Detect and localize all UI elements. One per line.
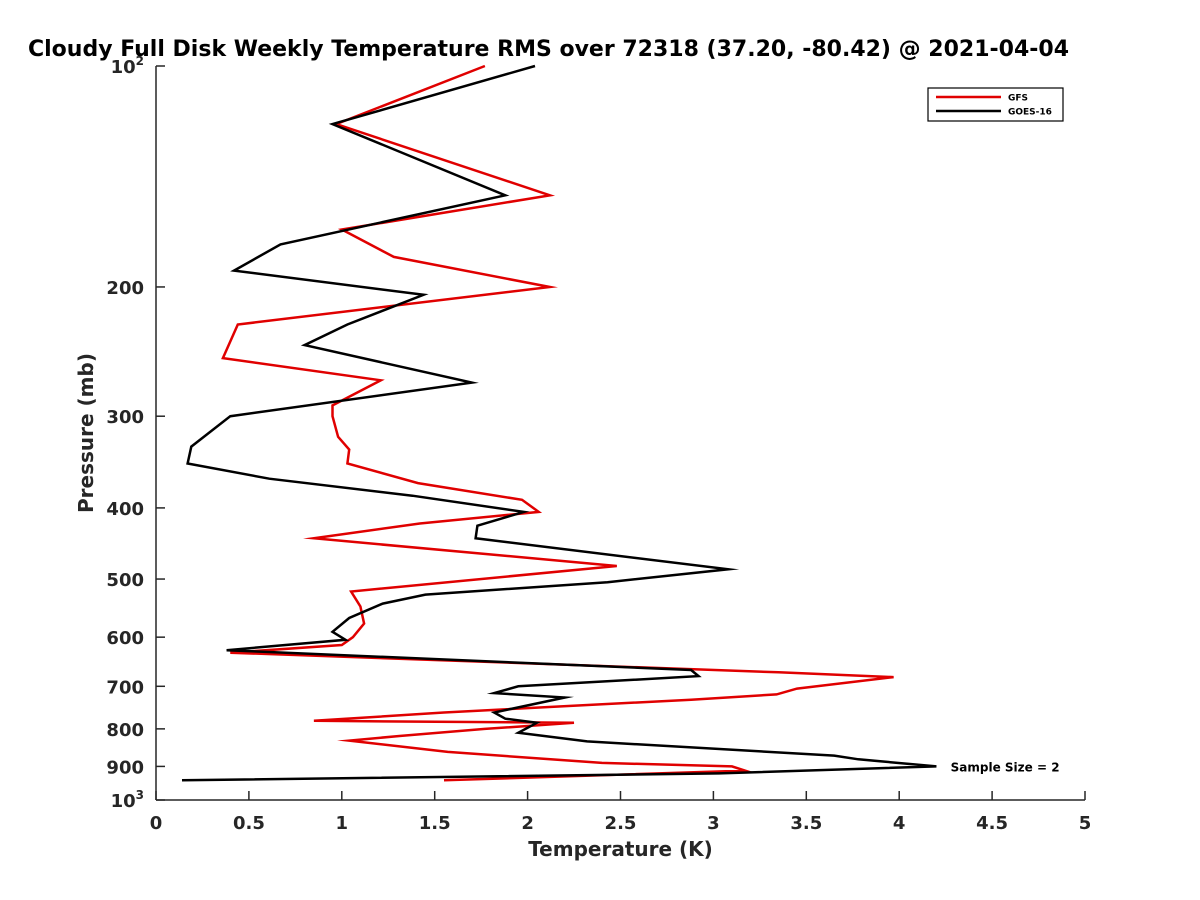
y-tick-label: 500 (106, 570, 144, 591)
legend-box (927, 87, 1064, 122)
y-tick-label: 400 (106, 499, 144, 520)
series-line-goes-16 (181, 64, 937, 782)
y-tick-label: 900 (106, 757, 144, 778)
x-axis-label: Temperature (K) (528, 837, 713, 861)
x-tick-label: 3.5 (790, 813, 822, 834)
legend-label-gfs: GFS (1008, 94, 1028, 104)
x-tick-label: 0 (150, 813, 163, 834)
y-tick-label: 103 (111, 788, 144, 812)
x-tick-label: 3 (707, 813, 720, 834)
x-tick-label: 5 (1079, 813, 1092, 834)
y-axis-label: Pressure (mb) (74, 353, 98, 513)
sample-size-annotation: Sample Size = 2 (951, 760, 1060, 774)
y-tick-label: 200 (106, 278, 144, 299)
y-tick-label: 102 (111, 54, 144, 78)
x-tick-label: 4.5 (976, 813, 1008, 834)
legend: GFS GOES-16 (927, 87, 1064, 122)
x-tick-label: 4 (893, 813, 906, 834)
x-tick-label: 2.5 (605, 813, 637, 834)
x-tick-label: 0.5 (233, 813, 265, 834)
y-tick-label: 300 (106, 407, 144, 428)
x-tick-label: 2 (521, 813, 534, 834)
chart-title: Cloudy Full Disk Weekly Temperature RMS … (28, 37, 1069, 62)
x-tick-label: 1 (336, 813, 349, 834)
y-tick-label: 700 (106, 677, 144, 698)
y-tick-label: 600 (106, 628, 144, 649)
legend-label-goes-16: GOES-16 (1008, 108, 1052, 118)
x-tick-label: 1.5 (419, 813, 451, 834)
axes: 0 0.5 1 1.5 2 2.5 3 3.5 4 4.5 5 102 200 300 400 500 600 7… (106, 54, 1091, 834)
series-layer (181, 64, 937, 782)
y-tick-label: 800 (106, 720, 144, 741)
series-line-gfs (221, 64, 894, 782)
